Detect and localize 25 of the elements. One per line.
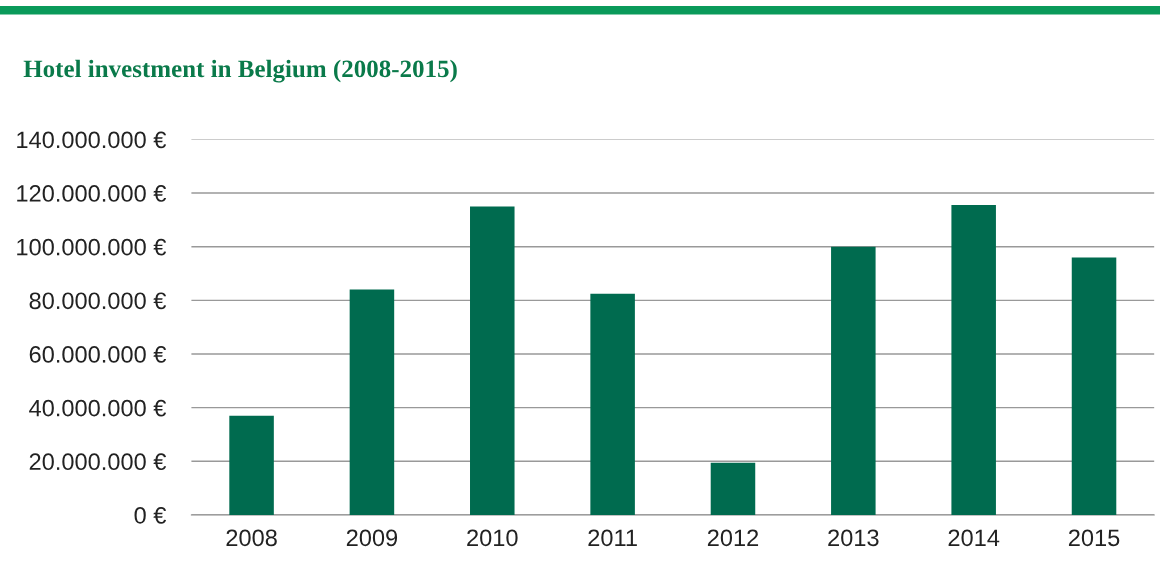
y-tick-label: 60.000.000 € <box>29 346 167 363</box>
y-tick-label: 0 € <box>134 507 167 524</box>
y-tick-label: 80.000.000 € <box>29 292 167 310</box>
y-tick-label: 140.000.000 € <box>17 131 167 149</box>
bar <box>590 293 635 515</box>
x-tick-label: 2011 <box>588 529 637 547</box>
y-tick-label: 20.000.000 € <box>29 453 167 471</box>
x-tick-label: 2014 <box>948 529 1000 547</box>
y-tick-label: 100.000.000 € <box>17 238 167 256</box>
bar <box>229 415 274 515</box>
x-tick-label: 2013 <box>828 529 879 547</box>
y-tick-label: 40.000.000 € <box>29 399 167 417</box>
x-tick-label: 2010 <box>467 529 518 547</box>
bar <box>470 206 515 515</box>
y-tick-label: 120.000.000 € <box>17 185 167 202</box>
bar <box>1071 257 1117 515</box>
x-tick-label: 2012 <box>707 529 759 547</box>
bar <box>710 462 756 515</box>
bar <box>349 289 395 515</box>
chart-title: Hotel investment in Belgium (2008-2015) <box>23 59 457 83</box>
x-tick-label: 2015 <box>1068 529 1120 547</box>
bar <box>831 246 876 515</box>
x-tick-label: 2009 <box>346 529 398 547</box>
x-tick-label: 2008 <box>226 529 277 547</box>
bar <box>951 205 996 515</box>
